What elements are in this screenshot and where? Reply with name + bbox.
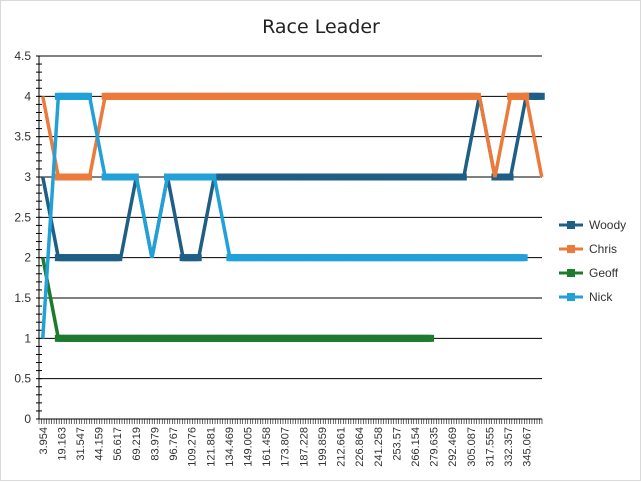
series-chris [41,92,544,181]
data-point [85,173,93,181]
legend-entry-nick: Nick [559,290,613,304]
x-tick-label: 305.087 [466,427,478,467]
legend-swatch-marker [567,221,575,229]
legend-swatch-marker [567,245,575,253]
y-tick-label: 2 [24,251,31,265]
data-point [194,254,202,262]
data-point [506,173,514,181]
y-tick-label: 0.5 [14,372,31,386]
x-tick-label: 69.219 [131,427,143,461]
x-tick-label: 199.859 [317,427,329,467]
data-point [85,92,93,100]
x-tick-label: 241.258 [373,427,385,467]
x-tick-label: 83.979 [149,427,161,461]
legend-swatch-marker [567,293,575,301]
y-tick-label: 1 [24,331,31,345]
x-tick-label: 56.617 [112,427,124,461]
y-tick-label: 0 [24,412,31,426]
gridlines [39,55,542,380]
data-point [522,92,530,100]
legend: Woody Chris Geoff Nick [559,218,626,304]
x-tick-label: 96.767 [168,427,180,461]
series-nick [41,92,528,339]
x-tick-label: 109.276 [187,427,199,467]
x-tick-label: 31.547 [75,427,87,461]
x-tick-label: 317.555 [484,427,496,467]
data-point [537,92,545,100]
x-tick-label: 187.228 [298,427,310,467]
legend-label: Geoff [589,266,619,280]
series-lines [41,92,545,342]
y-tick-label: 1.5 [14,291,31,305]
x-tick-label: 253.57 [391,427,403,461]
x-tick-label: 134.469 [224,427,236,467]
data-point [520,254,528,262]
legend-entry-geoff: Geoff [559,266,619,280]
data-point [427,334,435,342]
data-point [131,173,139,181]
legend-label: Woody [589,218,626,232]
x-tick-label: 345.067 [522,427,534,467]
data-point [459,173,467,181]
axes: 0 0.5 1 1.5 2 2.5 3 3.5 4 4.5 3.954 19.163 31.547 44.… [14,49,543,467]
data-point [115,254,123,262]
data-point [473,92,481,100]
series-geoff [41,257,435,342]
x-tick-label: 173.807 [280,427,292,467]
y-tick-label: 3 [24,170,31,184]
x-tick-label: 44.159 [94,427,106,461]
series-woody [41,92,545,262]
legend-label: Chris [589,242,617,256]
legend-label: Nick [589,290,613,304]
x-tick-label: 226.864 [354,427,366,467]
x-tick-label: 279.635 [429,427,441,467]
x-tick-label: 292.469 [447,427,459,467]
x-tick-label: 19.163 [56,427,68,461]
x-tick-label: 212.661 [336,427,348,467]
legend-swatch-marker [567,269,575,277]
chart-title: Race Leader [262,16,380,38]
y-tick-label: 2.5 [14,210,31,224]
x-tick-label: 332.357 [503,427,515,467]
legend-entry-chris: Chris [559,242,617,256]
x-tick-label: 3.954 [38,427,50,455]
legend-entry-woody: Woody [559,218,626,232]
x-tick-label: 266.154 [410,427,422,467]
data-point [209,173,217,181]
x-tick-label: 149.005 [242,427,254,467]
x-tick-label: 161.458 [261,427,273,467]
x-tick-label: 121.881 [205,427,217,467]
y-tick-label: 4 [24,89,31,103]
y-tick-label: 4.5 [14,49,31,63]
y-tick-label: 3.5 [14,130,31,144]
